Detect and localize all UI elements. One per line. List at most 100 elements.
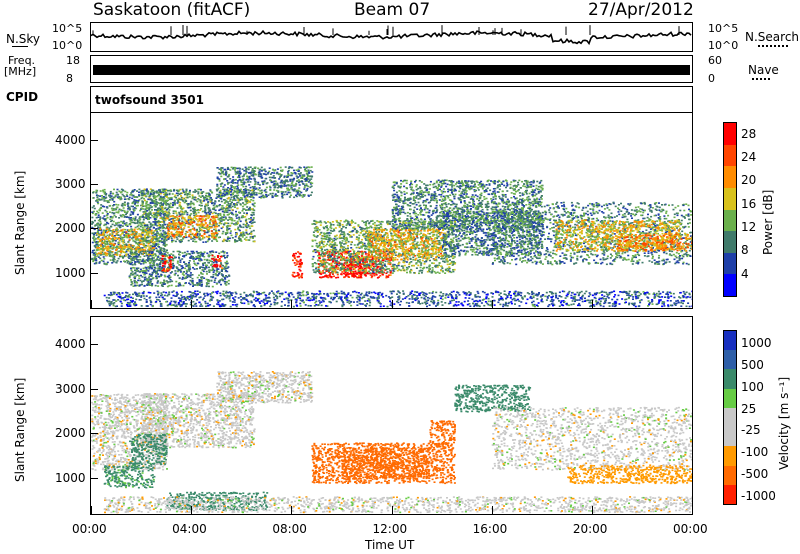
x-tick-mark — [491, 300, 493, 308]
power-region — [166, 214, 219, 239]
power-colorbar-segment — [724, 209, 736, 232]
power-colorbar-segment — [724, 166, 736, 188]
velocity-ylabel: Slant Range [km] — [13, 378, 27, 482]
x-tick-mark — [692, 506, 693, 514]
velocity-colorbar-tick: -100 — [741, 446, 768, 458]
power-colorbar-tick: 4 — [741, 268, 749, 280]
velocity-colorbar-segment — [724, 350, 736, 370]
power-heatmap — [91, 166, 692, 308]
x-tick-label: 08:00 — [272, 523, 307, 535]
x-tick-mark — [391, 506, 393, 514]
noise-left-tick-top: 10^5 — [52, 23, 82, 34]
velocity-colorbar-tick: 500 — [741, 359, 764, 371]
velocity-colorbar-segment — [724, 407, 736, 428]
velocity-colorbar-tick: 1000 — [741, 337, 772, 349]
power-region — [103, 290, 692, 308]
velocity-ytick-label: 2000 — [55, 427, 86, 439]
freq-trace — [93, 65, 690, 75]
freq-left-tick-bottom: 8 — [66, 73, 73, 84]
power-colorbar-segment — [724, 231, 736, 253]
velocity-region — [491, 406, 692, 471]
velocity-ytick-label: 1000 — [55, 472, 86, 484]
velocity-colorbar-segment — [724, 369, 736, 389]
cpid-panel: twofsound 3501 — [90, 86, 693, 112]
velocity-region — [103, 464, 156, 489]
noise-right-tick-bottom: 10^0 — [708, 40, 738, 51]
velocity-colorbar-tick: -500 — [741, 468, 768, 480]
x-tick-mark — [591, 300, 593, 308]
x-tick-mark — [91, 300, 92, 308]
velocity-region — [567, 464, 692, 485]
power-ytick-mark — [90, 272, 98, 274]
nave-tick-top: 60 — [708, 55, 722, 66]
x-tick-label: 00:00 — [72, 523, 107, 535]
freq-unit-label: [MHz] — [4, 66, 36, 77]
power-colorbar-tick: 12 — [741, 221, 756, 233]
velocity-colorbar-tick: 100 — [741, 381, 764, 393]
velocity-colorbar-segment — [724, 331, 736, 351]
noise-search-label: N.Search — [745, 31, 799, 43]
velocity-colorbar-segment — [724, 484, 736, 504]
power-region — [291, 251, 304, 279]
power-colorbar-segment — [724, 252, 736, 275]
power-colorbar-tick: 16 — [741, 198, 756, 210]
noise-search-legend-line — [758, 45, 788, 47]
nave-label: Nave — [748, 64, 779, 76]
power-colorbar-tick: 24 — [741, 151, 756, 163]
power-colorbar-segment — [724, 274, 736, 296]
x-tick-label: 12:00 — [373, 523, 408, 535]
power-region — [211, 254, 224, 269]
noise-sky-line — [91, 29, 692, 46]
nave-legend-line — [752, 78, 770, 80]
x-axis-label: Time UT — [365, 539, 414, 551]
velocity-colorbar-segment — [724, 388, 736, 408]
power-ytick-label: 1000 — [55, 267, 86, 279]
x-tick-mark — [491, 506, 493, 514]
power-colorbar — [723, 122, 737, 297]
x-tick-label: 20:00 — [573, 523, 608, 535]
velocity-region — [429, 420, 456, 449]
power-region — [216, 166, 314, 199]
velocity-ytick-mark — [90, 433, 98, 435]
x-tick-mark — [91, 506, 92, 514]
x-tick-mark — [692, 300, 693, 308]
nave-tick-bottom: 0 — [708, 73, 715, 84]
x-tick-mark — [191, 506, 193, 514]
x-tick-label: 04:00 — [172, 523, 207, 535]
velocity-colorbar — [723, 330, 737, 505]
power-colorbar-tick: 28 — [741, 128, 756, 140]
freq-panel — [90, 55, 693, 83]
power-ytick-label: 2000 — [55, 222, 86, 234]
velocity-region — [216, 371, 314, 404]
power-ytick-label: 4000 — [55, 134, 86, 146]
power-colorbar-segment — [724, 123, 736, 145]
noise-sky-legend-line — [12, 46, 28, 47]
power-region — [161, 255, 173, 273]
velocity-colorbar-label: Velocity [m s⁻¹] — [777, 377, 791, 470]
power-ytick-mark — [90, 228, 98, 230]
noise-sky-label: N.Sky — [6, 33, 40, 45]
velocity-ytick-label: 3000 — [55, 383, 86, 395]
velocity-colorbar-tick: -1000 — [741, 490, 776, 502]
power-colorbar-segment — [724, 144, 736, 167]
x-tick-mark — [391, 300, 393, 308]
power-colorbar-tick: 8 — [741, 244, 749, 256]
power-ytick-label: 3000 — [55, 178, 86, 190]
power-region — [96, 228, 156, 257]
x-tick-label: 00:00 — [673, 523, 708, 535]
velocity-colorbar-tick: 25 — [741, 403, 756, 415]
velocity-heatmap — [91, 371, 692, 514]
date-title: 27/Apr/2012 — [588, 2, 694, 19]
power-ytick-mark — [90, 183, 98, 185]
station-title: Saskatoon (fitACF) — [93, 2, 250, 19]
beam-title: Beam 07 — [354, 2, 430, 19]
velocity-ytick-mark — [90, 388, 98, 390]
velocity-colorbar-segment — [724, 427, 736, 447]
velocity-ytick-label: 4000 — [55, 338, 86, 350]
power-colorbar-segment — [724, 187, 736, 210]
noise-panel — [90, 22, 693, 52]
power-region — [616, 232, 692, 252]
velocity-colorbar-segment — [724, 446, 736, 466]
power-ylabel: Slant Range [km] — [13, 171, 27, 275]
power-colorbar-tick: 20 — [741, 174, 756, 186]
